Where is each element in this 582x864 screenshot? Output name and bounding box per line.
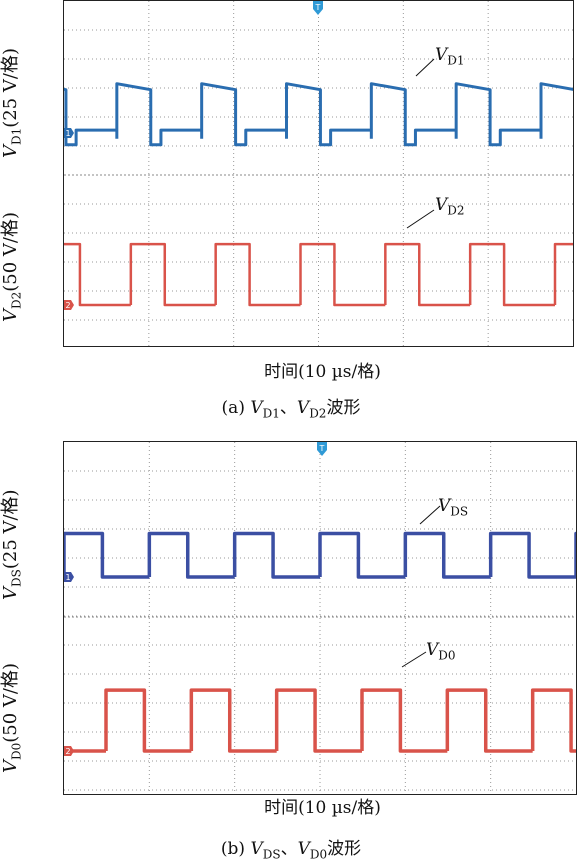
trigger-marker — [313, 1, 323, 15]
scope-screen-b: T 1 2 VDS VD0 — [63, 441, 577, 795]
x-label-a: 时间(10 µs/格) — [264, 362, 381, 382]
annotation-leader-1 — [419, 505, 441, 525]
waveform-vds — [64, 531, 576, 579]
channel-marker-2 — [64, 746, 74, 756]
waveform-vd2 — [64, 242, 573, 307]
waveform-vd0 — [64, 688, 576, 753]
channel-marker-label-1: 1 — [65, 573, 70, 582]
annotation-leader-1 — [415, 58, 435, 77]
annotation-leader-2 — [406, 209, 435, 229]
waveform-plot-b: T 1 2 — [64, 442, 576, 794]
annotation-vd0: VD0 — [426, 640, 456, 663]
y-label-ch2-b: VD0(50 V/格) — [0, 663, 24, 773]
waveform-plot-a: T 1 2 — [64, 1, 573, 346]
y-label-ch1-a: VD1(25 V/格) — [0, 48, 24, 158]
y-label-ch1-b: VDS(25 V/格) — [0, 489, 24, 600]
channel-marker-label-1: 1 — [65, 129, 70, 138]
channel-marker-1 — [64, 572, 74, 582]
waveform-vd1 — [64, 82, 573, 147]
panel-b: T 1 2 VDS VD0 VDS(25 V/格) VD0(50 V/格) 时间(1… — [0, 437, 582, 864]
annotation-vd2: VD2 — [435, 195, 465, 218]
channel-marker-label-2: 2 — [65, 747, 70, 756]
caption-a: (a) VD1、VD2波形 — [221, 398, 361, 421]
scope-screen-a: T 1 2 VD1 VD2 — [63, 0, 574, 347]
annotation-leader-2 — [401, 651, 427, 668]
annotation-vds: VDS — [438, 496, 469, 519]
caption-b: (b) VDS、VD0波形 — [220, 839, 362, 862]
y-label-ch2-a: VD2(50 V/格) — [0, 212, 24, 322]
channel-marker-1 — [64, 128, 74, 138]
panel-a: T 1 2 VD1 VD2 VD1(25 V/格) VD2(50 V/格) 时间(1… — [0, 0, 582, 420]
channel-marker-2 — [64, 300, 74, 310]
annotation-vd1: VD1 — [435, 45, 465, 68]
trigger-marker — [317, 442, 327, 456]
trigger-marker-label: T — [319, 444, 325, 453]
x-label-b: 时间(10 µs/格) — [264, 798, 381, 818]
trigger-marker-label: T — [315, 3, 321, 12]
channel-marker-label-2: 2 — [65, 301, 70, 310]
